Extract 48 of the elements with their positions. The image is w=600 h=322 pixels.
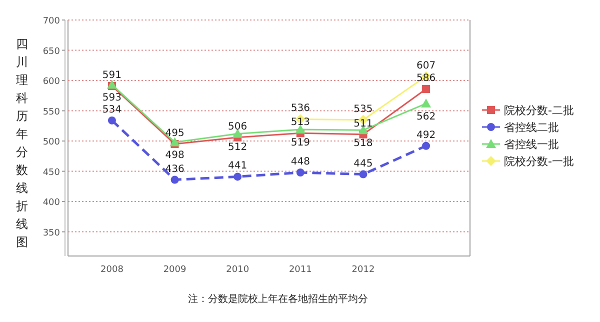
data-label: 495 <box>165 128 184 140</box>
data-label: 518 <box>354 138 373 150</box>
data-label: 535 <box>354 104 373 115</box>
y-tick-label: 500 <box>42 138 60 148</box>
y-tick-label: 650 <box>42 46 60 57</box>
point <box>296 168 304 176</box>
point <box>421 98 432 108</box>
data-label: 607 <box>416 60 436 72</box>
text: 注：分数是院校上年在各地招生的平均分 <box>188 293 368 305</box>
y-tick-label: 350 <box>42 228 60 238</box>
data-label: 512 <box>228 142 248 153</box>
x-tick-label: 2009 <box>163 265 187 275</box>
y-tick-label: 550 <box>42 107 60 118</box>
data-label: 511 <box>354 118 373 130</box>
data-label: 534 <box>102 104 122 116</box>
data-label: 498 <box>165 150 184 162</box>
legend-label: 院校分数-一批 <box>504 155 574 168</box>
data-label: 593 <box>102 92 122 104</box>
data-label: 492 <box>416 130 436 141</box>
data-label: 513 <box>290 117 310 128</box>
point <box>170 137 180 146</box>
data-label: 448 <box>290 156 310 168</box>
y-tick-label: 600 <box>42 77 60 88</box>
point <box>422 142 430 150</box>
title: 四川理科历年分数线折线图 <box>16 37 28 249</box>
x-tick-label: 2010 <box>226 265 250 275</box>
point <box>422 84 430 93</box>
y-tick-label: 700 <box>42 16 60 26</box>
legend-label: 省控线二批 <box>504 121 559 134</box>
x-tick-label: 2012 <box>352 265 375 275</box>
point <box>359 170 368 178</box>
data-label: 536 <box>290 103 310 114</box>
legend-label: 院校分数-二批 <box>504 104 574 117</box>
data-label: 591 <box>102 70 122 81</box>
y-tick-label: 400 <box>42 198 60 208</box>
x-tick-label: 2011 <box>288 265 312 275</box>
legend-label: 省控线一批 <box>504 138 559 151</box>
data-label: 562 <box>416 112 436 123</box>
x-tick-label: 2008 <box>100 265 124 275</box>
point <box>234 172 242 181</box>
point <box>108 116 116 124</box>
data-label: 519 <box>290 138 310 149</box>
data-label: 445 <box>354 158 373 170</box>
point <box>170 176 179 184</box>
data-label: 506 <box>228 121 248 132</box>
data-label: 441 <box>228 160 248 172</box>
y-tick-label: 450 <box>42 168 60 178</box>
data-label: 436 <box>165 164 184 175</box>
